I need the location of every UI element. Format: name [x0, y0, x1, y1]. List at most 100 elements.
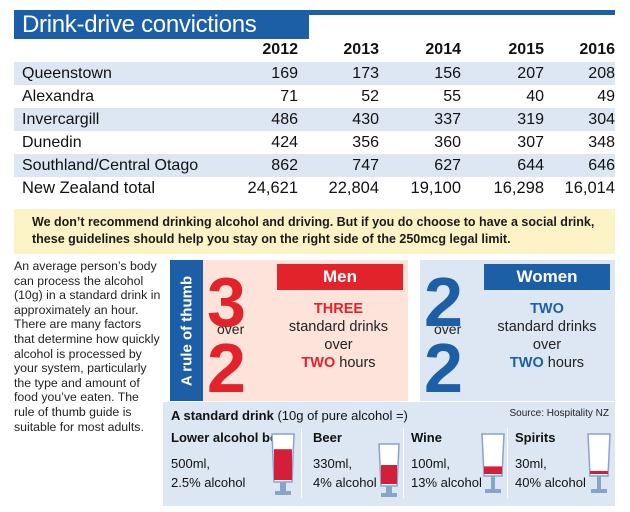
cell-value: 24,621 — [247, 179, 298, 197]
cell-value: 862 — [271, 157, 298, 174]
cell-value: 40 — [526, 88, 544, 105]
drink-beer: Beer 330ml, 4% alcohol — [313, 428, 403, 502]
convictions-table: 2012 2013 2014 2015 2016 Queenstown 169 … — [14, 39, 615, 201]
table-row: Queenstown 169 173 156 207 208 — [14, 62, 615, 85]
year-header: 2016 — [579, 41, 615, 58]
cell-value: 22,804 — [328, 179, 379, 197]
drink-name: Beer — [313, 430, 342, 445]
cell-value: 307 — [517, 134, 544, 151]
table-row: Alexandra 71 52 55 40 49 — [14, 85, 615, 108]
glass-fill — [484, 466, 502, 474]
drink-abv: 13% alcohol — [411, 475, 482, 490]
women-guideline: TWO standard drinks over TWO hours — [482, 300, 612, 372]
cell-value: 646 — [588, 157, 615, 174]
cell-value: 169 — [271, 65, 298, 82]
men-line4: TWO hours — [271, 354, 406, 372]
year-header: 2013 — [343, 41, 379, 58]
women-line4-highlight: TWO — [509, 355, 544, 371]
table-row: Southland/Central Otago 862 747 627 644 … — [14, 154, 615, 177]
men-guideline: THREE standard drinks over TWO hours — [271, 300, 406, 372]
women-line4-rest: hours — [543, 355, 585, 371]
cell-value: 627 — [434, 157, 461, 174]
beer-glass-icon — [378, 443, 400, 497]
table-header: 2012 2013 2014 2015 2016 — [14, 39, 615, 62]
women-big-number-top: 2 — [424, 263, 463, 341]
cell-value: 71 — [280, 88, 298, 105]
cell-value: 360 — [434, 134, 461, 151]
region-name: Dunedin — [22, 134, 82, 151]
women-over-label: over — [434, 321, 462, 337]
cell-value: 49 — [597, 88, 615, 105]
drink-spirits: Spirits 30ml, 40% alcohol — [515, 428, 611, 502]
page-title: Drink-drive convictions — [22, 11, 257, 38]
men-panel: 3 over 2 Men THREE standard drinks over … — [203, 260, 408, 407]
drink-detail: 500ml, 2.5% alcohol — [171, 454, 245, 492]
cell-value: 644 — [517, 157, 544, 174]
women-line1: TWO — [530, 301, 564, 317]
women-line4: TWO hours — [482, 354, 612, 372]
cell-value: 55 — [443, 88, 461, 105]
cell-value: 173 — [352, 65, 379, 82]
drink-detail: 330ml, 4% alcohol — [313, 454, 377, 492]
drink-volume: 30ml, — [515, 456, 547, 471]
cell-value: 430 — [352, 111, 379, 128]
standard-drink-panel: A standard drink (10g of pure alcohol =)… — [163, 402, 615, 506]
cell-value: 319 — [517, 111, 544, 128]
cell-value: 304 — [588, 111, 615, 128]
glass-fill — [274, 449, 292, 480]
cell-value: 156 — [434, 65, 461, 82]
column-divider — [403, 428, 404, 498]
cell-value: 207 — [517, 65, 544, 82]
drink-volume: 330ml, — [313, 456, 353, 471]
region-name: Southland/Central Otago — [22, 157, 199, 174]
cell-value: 337 — [434, 111, 461, 128]
men-big-number-top: 3 — [207, 263, 246, 341]
spirits-glass-icon — [587, 433, 611, 493]
men-line2: standard drinks — [288, 319, 389, 335]
women-panel: 2 over 2 Women TWO standard drinks over … — [420, 260, 615, 403]
standard-drink-title-bold: A standard drink — [171, 408, 274, 423]
drink-abv: 4% alcohol — [313, 475, 377, 490]
column-divider — [301, 428, 302, 498]
table-row: Invercargill 486 430 337 319 304 — [14, 108, 615, 131]
table-row: Dunedin 424 356 360 307 348 — [14, 131, 615, 154]
year-header: 2012 — [262, 41, 298, 58]
region-name: New Zealand total — [22, 179, 155, 197]
title-rule — [309, 10, 615, 15]
cell-value: 52 — [361, 88, 379, 105]
region-name: Invercargill — [22, 111, 100, 128]
glass-fill — [381, 465, 397, 484]
men-header: Men — [277, 264, 403, 290]
drink-abv: 2.5% alcohol — [171, 475, 246, 490]
advice-banner: We don’t recommend drinking alcohol and … — [14, 209, 615, 254]
men-line1: THREE — [313, 301, 364, 317]
year-header: 2014 — [425, 41, 461, 58]
cell-value: 486 — [271, 111, 298, 128]
cell-value: 424 — [271, 134, 298, 151]
drink-lower-alcohol-beer: Lower alcohol beer 500ml, 2.5% alcohol — [171, 428, 299, 502]
rule-of-thumb-panel: A rule of thumb 3 over 2 Men THREE stand… — [170, 260, 615, 407]
cell-value: 208 — [588, 65, 615, 82]
cell-value: 747 — [352, 157, 379, 174]
cell-value: 348 — [588, 134, 615, 151]
men-big-number-bottom: 2 — [207, 329, 246, 407]
women-line2: standard drinks — [497, 319, 597, 335]
region-name: Queenstown — [22, 65, 112, 82]
column-divider — [507, 428, 508, 498]
drink-wine: Wine 100ml, 13% alcohol — [411, 428, 507, 502]
drink-detail: 100ml, 13% alcohol — [411, 454, 482, 492]
title-bar: Drink-drive convictions — [14, 10, 309, 39]
cell-value: 16,014 — [564, 179, 615, 197]
drink-volume: 500ml, — [171, 456, 211, 471]
wine-glass-icon — [481, 433, 505, 493]
table-row-total: New Zealand total 24,621 22,804 19,100 1… — [14, 177, 615, 201]
men-over-label: over — [217, 321, 245, 337]
drink-name: Wine — [411, 430, 442, 445]
men-line4-highlight: TWO — [301, 355, 336, 371]
standard-drink-title-rest: (10g of pure alcohol =) — [273, 408, 408, 423]
cell-value: 16,298 — [493, 179, 544, 197]
year-header: 2015 — [508, 41, 544, 58]
source-credit: Source: Hospitality NZ — [509, 408, 609, 419]
standard-drink-title: A standard drink (10g of pure alcohol =) — [171, 408, 408, 423]
cell-value: 356 — [352, 134, 379, 151]
